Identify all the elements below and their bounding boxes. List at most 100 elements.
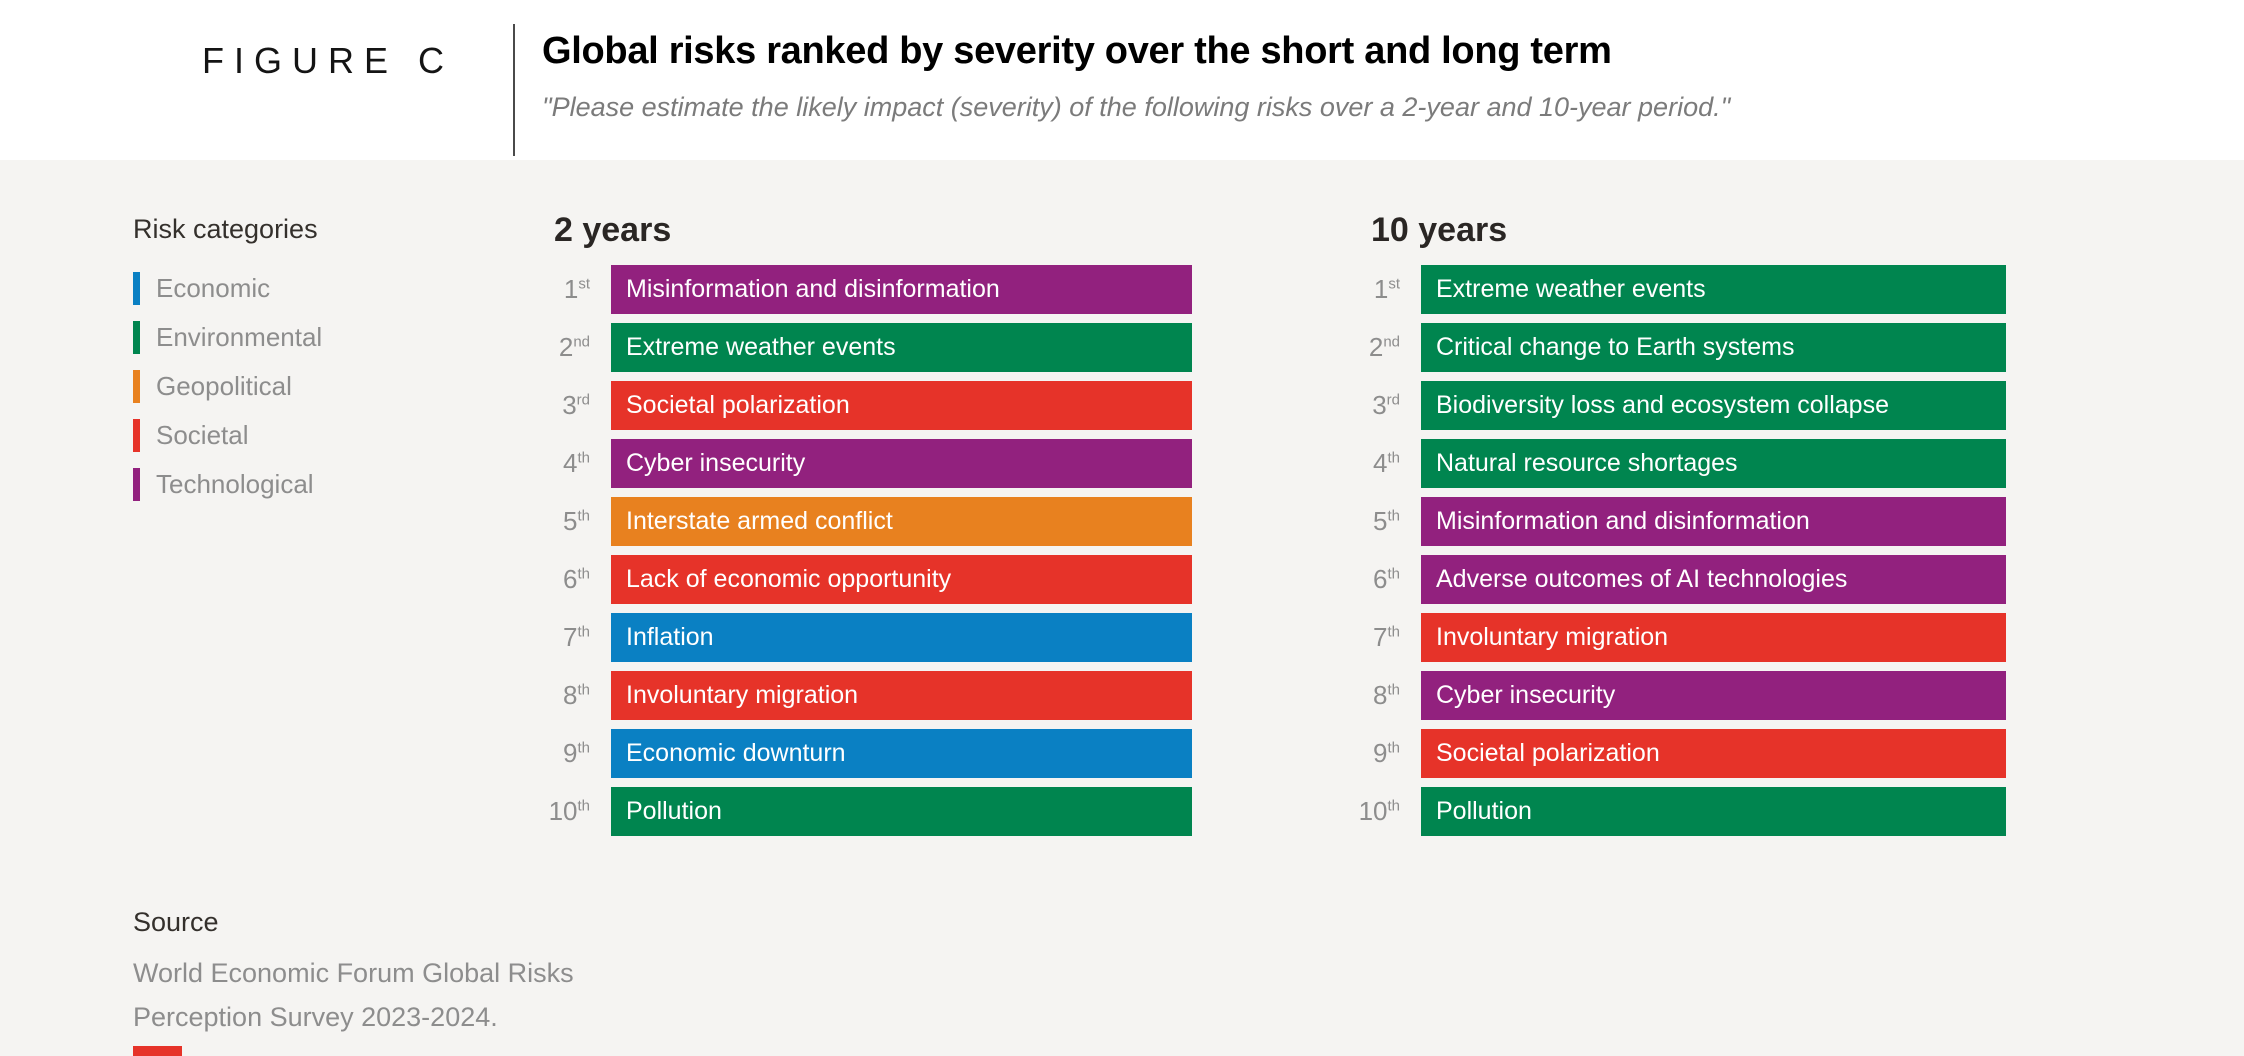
rank-label: 5th	[1373, 506, 1400, 536]
rank-label: 9th	[1373, 738, 1400, 768]
risk-bar: Cyber insecurity	[1421, 671, 2006, 720]
risk-name: Cyber insecurity	[626, 449, 806, 477]
rank-label: 10th	[1358, 796, 1400, 826]
rank-row: 7th Inflation	[490, 613, 1192, 662]
rank-row: 2nd Critical change to Earth systems	[1300, 323, 2006, 372]
risk-bar: Pollution	[1421, 787, 2006, 836]
risk-bar: Biodiversity loss and ecosystem collapse	[1421, 381, 2006, 430]
source-line: World Economic Forum Global Risks	[133, 958, 574, 988]
risk-bar: Extreme weather events	[611, 323, 1192, 372]
figure-label: FIGURE C	[201, 40, 454, 81]
legend-item-label: Technological	[156, 469, 314, 499]
risk-bar: Involuntary migration	[1421, 613, 2006, 662]
rank-label: 6th	[563, 564, 590, 594]
rank-label: 2nd	[558, 332, 590, 362]
legend-item: Societal	[133, 411, 322, 460]
risk-name: Lack of economic opportunity	[626, 565, 952, 593]
risk-name: Extreme weather events	[626, 333, 896, 361]
category-color-tick	[133, 468, 140, 501]
risk-bar: Interstate armed conflict	[611, 497, 1192, 546]
rank-row: 3rd Biodiversity loss and ecosystem colla…	[1300, 381, 2006, 430]
column-2-years: 2 years 1st Misinformation and disinforma…	[490, 210, 1192, 836]
rank-row: 9th Economic downturn	[490, 729, 1192, 778]
risk-bar: Misinformation and disinformation	[1421, 497, 2006, 546]
risk-name: Extreme weather events	[1436, 275, 1706, 303]
risk-bar: Societal polarization	[611, 381, 1192, 430]
rank-label: 1st	[1373, 274, 1400, 304]
ranking-rows: 1st Extreme weather events 2nd Critical cha…	[1300, 265, 2006, 836]
rank-label: 1st	[563, 274, 590, 304]
risk-name: Misinformation and disinformation	[626, 275, 1000, 303]
risk-bar: Pollution	[611, 787, 1192, 836]
rank-row: 6th Lack of economic opportunity	[490, 555, 1192, 604]
rank-label: 4th	[563, 448, 590, 478]
rank-label: 2nd	[1368, 332, 1400, 362]
risk-bar: Cyber insecurity	[611, 439, 1192, 488]
risk-bar: Extreme weather events	[1421, 265, 2006, 314]
legend-item-label: Societal	[156, 420, 249, 450]
risk-bar: Critical change to Earth systems	[1421, 323, 2006, 372]
rank-row: 10th Pollution	[1300, 787, 2006, 836]
legend-title: Risk categories	[133, 214, 318, 244]
rank-row: 8th Involuntary migration	[490, 671, 1192, 720]
figure-title: Global risks ranked by severity over the…	[542, 30, 1612, 72]
source-lines: World Economic Forum Global Risks Percep…	[133, 951, 574, 1039]
risk-name: Involuntary migration	[1436, 623, 1669, 651]
category-color-tick	[133, 321, 140, 354]
legend-item: Economic	[133, 264, 322, 313]
rank-row: 1st Extreme weather events	[1300, 265, 2006, 314]
rank-label: 10th	[548, 796, 590, 826]
header-divider	[513, 24, 515, 156]
risk-name: Natural resource shortages	[1436, 449, 1738, 477]
category-color-tick	[133, 272, 140, 305]
source-block: Source World Economic Forum Global Risks…	[133, 905, 574, 1039]
rank-label: 8th	[563, 680, 590, 710]
risk-bar: Natural resource shortages	[1421, 439, 2006, 488]
risk-name: Inflation	[626, 623, 714, 651]
legend-item-label: Geopolitical	[156, 371, 292, 401]
source-title: Source	[133, 907, 219, 937]
column-header: 10 years	[1371, 211, 1508, 249]
risk-name: Pollution	[626, 797, 722, 825]
category-color-tick	[133, 370, 140, 403]
page-bottom-red-artifact	[133, 1046, 182, 1056]
legend-item: Technological	[133, 460, 322, 509]
ranking-rows: 1st Misinformation and disinformation 2nd E…	[490, 265, 1192, 836]
risk-bar: Economic downturn	[611, 729, 1192, 778]
rank-row: 4th Natural resource shortages	[1300, 439, 2006, 488]
header-band	[0, 0, 2244, 160]
column-10-years: 10 years 1st Extreme weather events 2nd Cri…	[1300, 210, 2006, 836]
legend-item-label: Economic	[156, 273, 271, 303]
rank-label: 4th	[1373, 448, 1400, 478]
rank-label: 7th	[1373, 622, 1400, 652]
risk-name: Biodiversity loss and ecosystem collapse	[1436, 391, 1889, 419]
rank-row: 3rd Societal polarization	[490, 381, 1192, 430]
rank-label: 3rd	[562, 390, 590, 420]
risk-bar: Inflation	[611, 613, 1192, 662]
legend-item-label: Environmental	[156, 322, 323, 352]
risk-categories-legend: Risk categories Economic Environmental Geo…	[133, 212, 322, 509]
risk-name: Pollution	[1436, 797, 1532, 825]
risk-bar: Misinformation and disinformation	[611, 265, 1192, 314]
risk-name: Involuntary migration	[626, 681, 859, 709]
risk-name: Societal polarization	[1436, 739, 1660, 767]
rank-row: 2nd Extreme weather events	[490, 323, 1192, 372]
legend-item: Environmental	[133, 313, 322, 362]
risk-bar: Lack of economic opportunity	[611, 555, 1192, 604]
rank-label: 9th	[563, 738, 590, 768]
risk-bar: Involuntary migration	[611, 671, 1192, 720]
risk-name: Critical change to Earth systems	[1436, 333, 1795, 361]
risk-name: Cyber insecurity	[1436, 681, 1616, 709]
legend-items: Economic Environmental Geopolitical Societa…	[133, 264, 322, 509]
rank-label: 6th	[1373, 564, 1400, 594]
legend-item: Geopolitical	[133, 362, 322, 411]
rank-label: 3rd	[1372, 390, 1400, 420]
risk-bar: Adverse outcomes of AI technologies	[1421, 555, 2006, 604]
column-header: 2 years	[554, 211, 672, 249]
risk-name: Economic downturn	[626, 739, 846, 767]
figure-subtitle: "Please estimate the likely impact (seve…	[542, 92, 1731, 122]
rank-label: 5th	[563, 506, 590, 536]
rank-row: 6th Adverse outcomes of AI technologies	[1300, 555, 2006, 604]
rank-row: 9th Societal polarization	[1300, 729, 2006, 778]
risk-name: Adverse outcomes of AI technologies	[1436, 565, 1848, 593]
